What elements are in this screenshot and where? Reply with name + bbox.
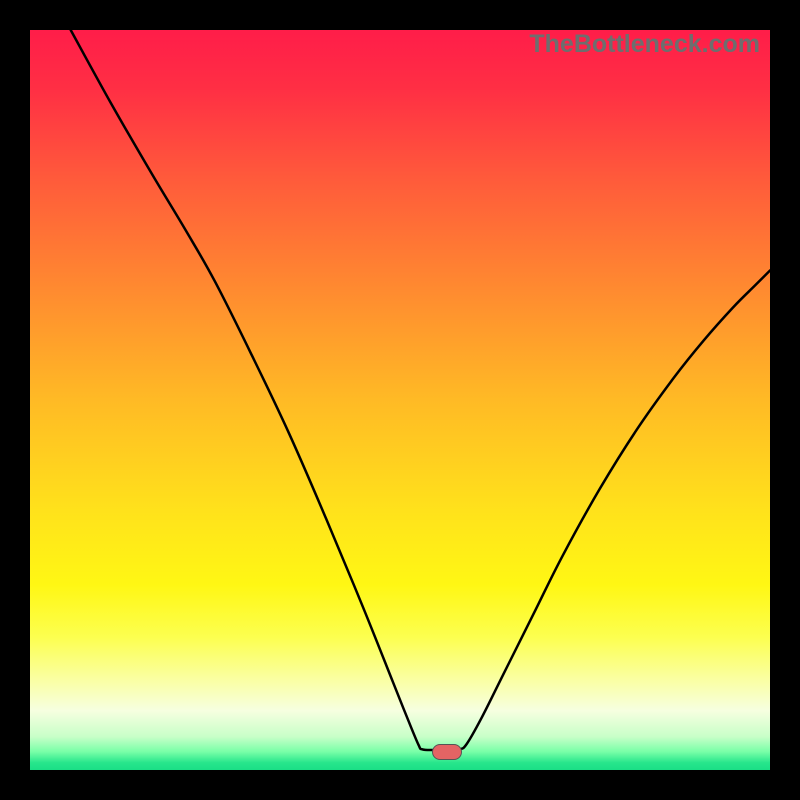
chart-container: TheBottleneck.com xyxy=(0,0,800,800)
optimal-point-marker xyxy=(432,744,462,760)
watermark-text: TheBottleneck.com xyxy=(529,30,760,59)
plot-area: TheBottleneck.com xyxy=(30,30,770,770)
bottleneck-curve xyxy=(30,30,770,770)
